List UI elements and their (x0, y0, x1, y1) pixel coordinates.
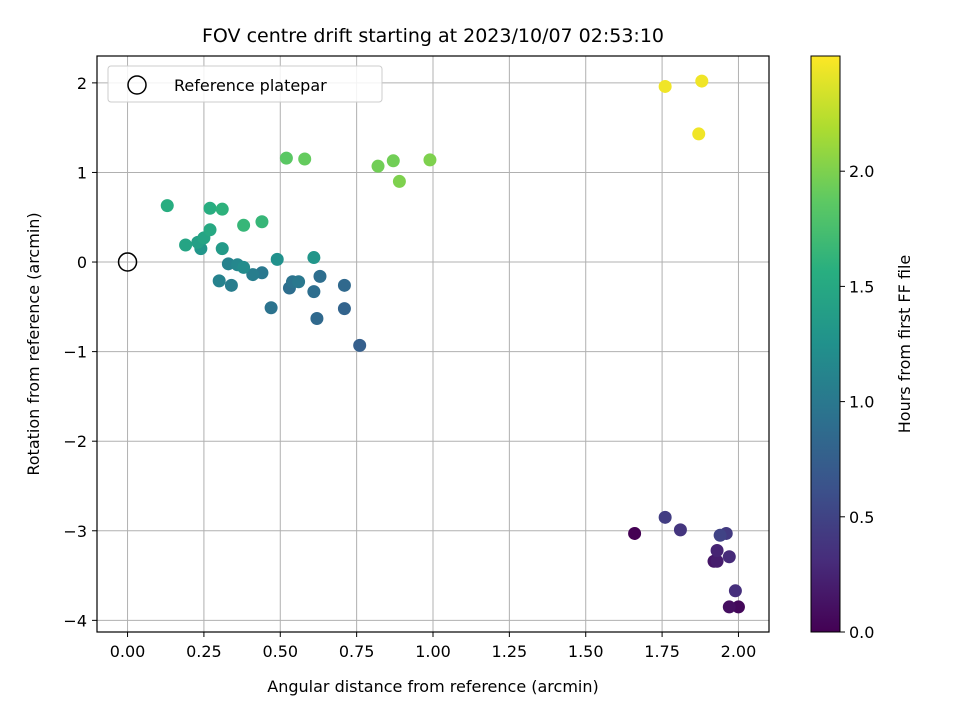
data-point (298, 152, 312, 166)
colorbar-tick-label: 2.0 (849, 162, 874, 181)
data-point (731, 600, 745, 614)
data-point (292, 275, 306, 289)
data-point (695, 74, 709, 88)
colorbar-tick-label: 1.5 (849, 277, 874, 296)
data-point (224, 278, 238, 292)
data-point (728, 584, 742, 598)
x-tick-label: 1.50 (568, 642, 604, 661)
colorbar-tick-label: 1.0 (849, 393, 874, 412)
x-tick-label: 0.75 (339, 642, 375, 661)
data-point (264, 301, 278, 315)
grid-lines (97, 56, 769, 632)
y-tick-label: 2 (77, 74, 87, 93)
data-point (353, 338, 367, 352)
colorbar-tick-label: 0.5 (849, 508, 874, 527)
data-point (722, 600, 736, 614)
y-tick-label: −3 (63, 522, 87, 541)
y-axis-label: Rotation from reference (arcmin) (24, 212, 43, 475)
x-tick-label: 0.50 (262, 642, 298, 661)
x-tick-label: 0.25 (186, 642, 222, 661)
data-point (237, 260, 251, 274)
data-point (246, 268, 260, 282)
colorbar-ticks: 0.0 0.5 1.0 1.5 2.0 (840, 162, 874, 642)
data-point (710, 554, 724, 568)
data-point (270, 252, 284, 266)
data-point (628, 526, 642, 540)
data-point (392, 174, 406, 188)
x-tick-label: 0.00 (110, 642, 146, 661)
data-point (237, 218, 251, 232)
data-point (673, 523, 687, 537)
data-point (310, 311, 324, 325)
y-tick-label: 0 (77, 253, 87, 272)
data-point (160, 199, 174, 213)
data-point (279, 151, 293, 165)
data-point (307, 285, 321, 299)
x-tick-label: 2.00 (721, 642, 757, 661)
x-axis-ticks: 0.00 0.25 0.50 0.75 1.00 1.25 1.50 1.75 2.00 (110, 632, 757, 661)
y-tick-label: −1 (63, 343, 87, 362)
data-point (337, 278, 351, 292)
y-axis-ticks: −4 −3 −2 −1 0 1 2 (63, 74, 97, 630)
data-point (371, 159, 385, 173)
data-point (658, 79, 672, 93)
legend-marker-icon (127, 75, 147, 95)
legend: Reference platepar (107, 65, 383, 103)
x-axis-label: Angular distance from reference (arcmin) (267, 677, 598, 696)
data-point (692, 127, 706, 141)
data-point (203, 201, 217, 215)
legend-label: Reference platepar (174, 76, 327, 95)
x-tick-label: 1.75 (644, 642, 680, 661)
colorbar (810, 55, 841, 633)
data-point (212, 274, 226, 288)
data-point (386, 154, 400, 168)
data-point (423, 153, 437, 167)
y-tick-label: −4 (63, 611, 87, 630)
data-point (215, 242, 229, 256)
data-point (255, 215, 269, 229)
y-tick-label: 1 (77, 163, 87, 182)
colorbar-label: Hours from first FF file (895, 255, 914, 434)
data-point (710, 543, 724, 557)
data-point (203, 223, 217, 237)
data-point (713, 528, 727, 542)
legend-box (107, 65, 383, 103)
data-point (658, 510, 672, 524)
reference-marker (117, 252, 138, 272)
x-tick-label: 1.25 (492, 642, 528, 661)
data-point (215, 202, 229, 216)
data-point (179, 238, 193, 252)
data-points (160, 74, 745, 614)
y-tick-label: −2 (63, 432, 87, 451)
data-point (337, 302, 351, 316)
x-tick-label: 1.00 (415, 642, 451, 661)
data-point (307, 251, 321, 265)
colorbar-tick-label: 0.0 (849, 623, 874, 642)
data-point (313, 269, 327, 283)
data-point (722, 550, 736, 564)
chart-title: FOV centre drift starting at 2023/10/07 … (202, 25, 664, 47)
